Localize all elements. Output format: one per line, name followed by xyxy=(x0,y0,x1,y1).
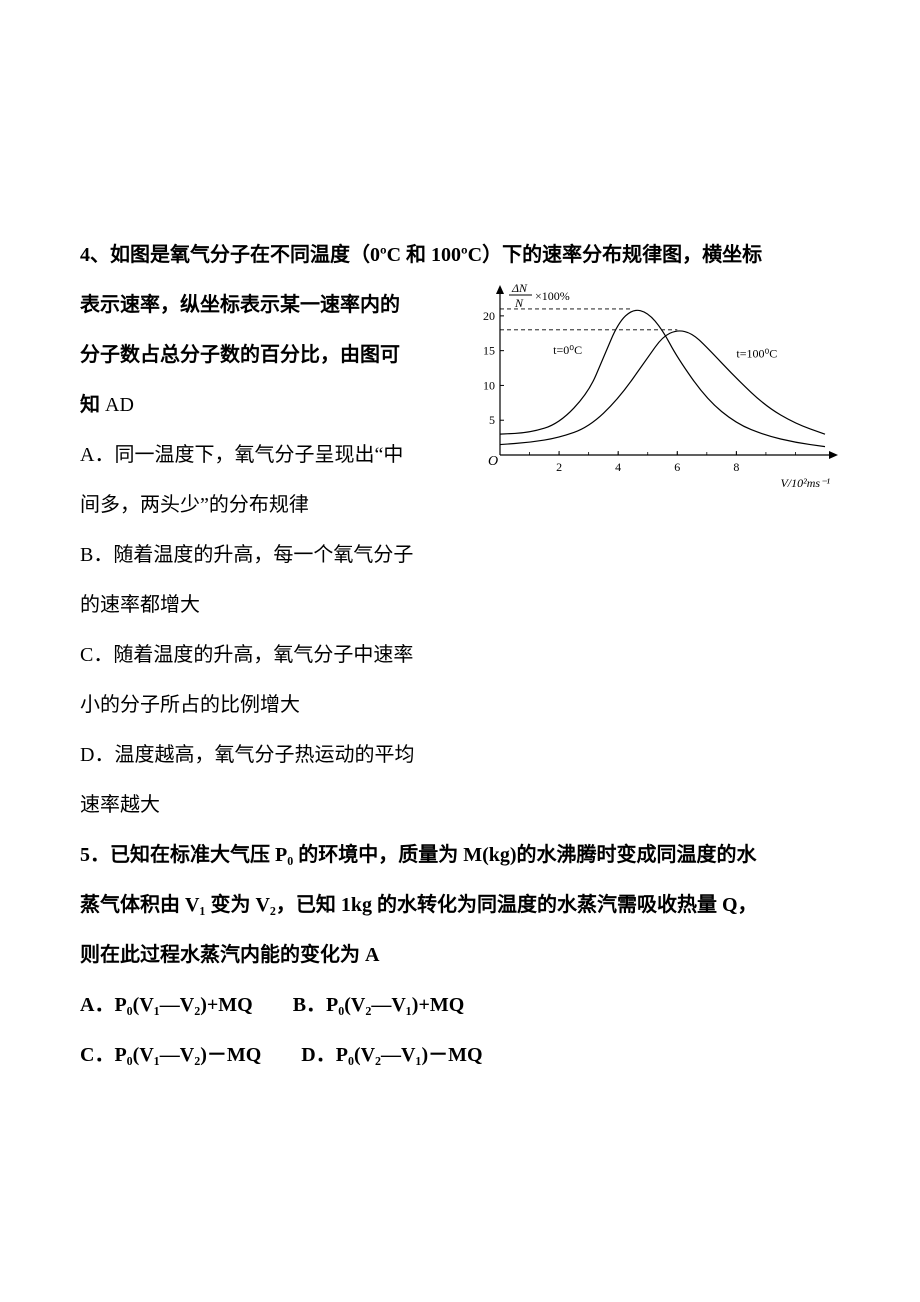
svg-text:20: 20 xyxy=(483,309,495,323)
svg-text:15: 15 xyxy=(483,344,495,358)
q4-opt-c-label: C． xyxy=(80,644,113,666)
q4-opt-d-1: 温度越高，氧气分子热运动的平均 xyxy=(114,744,414,766)
q4-opt-c-2: 小的分子所占的比例增大 xyxy=(80,680,840,730)
q4-opt-d-2: 速率越大 xyxy=(80,780,840,830)
q4-opt-b-label: B． xyxy=(80,544,113,566)
q4-answer: AD xyxy=(105,394,134,416)
q4-opt-d-label: D． xyxy=(80,744,114,766)
svg-text:t=100⁰C: t=100⁰C xyxy=(736,347,777,361)
q4-stem-1: 如图是氧气分子在不同温度（0ºC 和 100ºC）下的速率分布规律图，横坐标 xyxy=(110,244,762,266)
svg-text:10: 10 xyxy=(483,378,495,392)
q4-opt-b-1: 随着温度的升高，每一个氧气分子 xyxy=(113,544,413,566)
svg-text:ΔN: ΔN xyxy=(511,281,528,295)
q5-stem-3: 则在此过程水蒸汽内能的变化为 xyxy=(80,944,365,966)
q4-opt-c-1: 随着温度的升高，氧气分子中速率 xyxy=(113,644,413,666)
svg-text:6: 6 xyxy=(674,460,680,474)
svg-text:8: 8 xyxy=(733,460,739,474)
svg-text:5: 5 xyxy=(489,413,495,427)
q5-opt-d: D．P₀(V₂—V₁)－MQ xyxy=(301,1030,482,1080)
q4-opt-a-1: 同一温度下，氧气分子呈现出“中 xyxy=(114,444,403,466)
svg-text:N: N xyxy=(514,296,524,310)
svg-text:4: 4 xyxy=(615,460,621,474)
q5-answer: A xyxy=(365,944,379,966)
q5-stem-2: 蒸气体积由 V₁ 变为 V₂，已知 1kg 的水转化为同温度的水蒸汽需吸收热量 … xyxy=(80,880,840,930)
svg-text:t=0⁰C: t=0⁰C xyxy=(553,343,582,357)
q4-opt-b-2: 的速率都增大 xyxy=(80,580,840,630)
q5-opt-a: A．P₀(V₁—V₂)+MQ xyxy=(80,980,253,1030)
q5-opt-b: B．P₀(V₂—V₁)+MQ xyxy=(293,980,465,1030)
svg-text:V/10²ms⁻¹: V/10²ms⁻¹ xyxy=(780,476,830,490)
q5-opt-c: C．P₀(V₁—V₂)－MQ xyxy=(80,1030,261,1080)
svg-text:×100%: ×100% xyxy=(535,289,570,303)
q5-stem-1: 已知在标准大气压 P₀ 的环境中，质量为 M(kg)的水沸腾时变成同温度的水 xyxy=(110,844,757,866)
speed-distribution-chart: 5 10 15 20 2 4 6 8 ΔNN ×100% V/10²ms⁻¹ Ot=0⁰C t=100⁰… xyxy=(460,280,840,490)
q4-number: 4、 xyxy=(80,244,110,266)
svg-text:O: O xyxy=(488,454,498,469)
q5-number: 5． xyxy=(80,844,110,866)
q4-opt-a-label: A． xyxy=(80,444,114,466)
q4-stem-4: 知 xyxy=(80,394,105,416)
svg-text:2: 2 xyxy=(556,460,562,474)
